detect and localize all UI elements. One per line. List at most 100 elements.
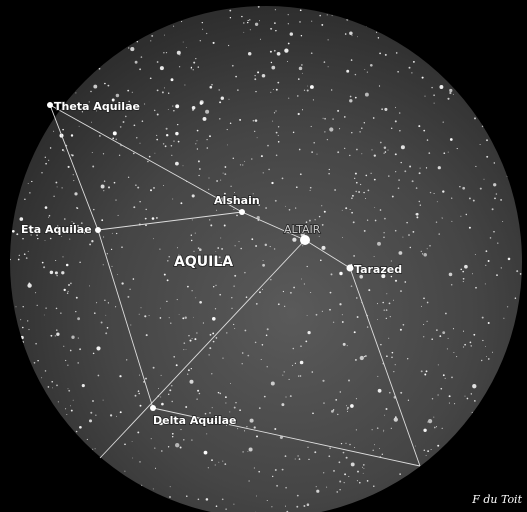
star: [374, 444, 375, 445]
star: [290, 292, 292, 294]
star: [391, 128, 392, 129]
star: [496, 193, 498, 195]
star: [422, 253, 423, 254]
star: [356, 398, 357, 399]
star: [48, 386, 50, 388]
star: [404, 281, 406, 283]
star: [186, 496, 187, 497]
star: [45, 163, 47, 165]
star: [228, 99, 229, 100]
star: [323, 118, 324, 119]
star: [208, 467, 209, 468]
star: [108, 302, 109, 303]
star: [44, 315, 45, 316]
star: [449, 395, 451, 397]
star: [126, 359, 127, 360]
star: [239, 119, 241, 121]
credit: F du Toit: [471, 493, 522, 506]
star: [215, 251, 216, 252]
star: [343, 452, 345, 454]
star: [383, 236, 385, 238]
star: [471, 345, 472, 346]
star: [20, 319, 21, 320]
star: [271, 62, 272, 63]
star: [426, 370, 428, 372]
star: [241, 16, 242, 17]
star: [348, 380, 350, 382]
star: [272, 476, 273, 477]
star: [288, 98, 289, 99]
star: [282, 375, 283, 376]
star: [363, 468, 364, 469]
star: [275, 30, 276, 31]
star: [456, 356, 457, 357]
star: [501, 267, 502, 268]
star: [482, 317, 484, 319]
star: [327, 139, 328, 140]
star: [237, 428, 238, 429]
star: [171, 145, 173, 147]
star: [356, 182, 358, 184]
star: [496, 274, 498, 276]
star: [120, 145, 121, 146]
star: [277, 52, 281, 56]
star: [309, 220, 311, 222]
star: [431, 449, 432, 450]
star: [324, 61, 326, 63]
star: [218, 462, 219, 463]
star: [234, 192, 235, 193]
star: [110, 414, 112, 416]
star: [255, 91, 256, 92]
star: [459, 186, 460, 187]
star: [464, 265, 468, 269]
star: [70, 350, 72, 352]
star: [45, 206, 48, 209]
star: [426, 455, 427, 456]
star: [260, 39, 261, 40]
star: [196, 332, 197, 333]
star: [359, 131, 360, 132]
star: [186, 47, 187, 48]
star: [408, 234, 410, 236]
star: [192, 106, 196, 110]
star: [346, 405, 347, 406]
star: [192, 338, 193, 339]
star: [485, 265, 486, 266]
star: [492, 352, 493, 353]
star: [240, 248, 242, 250]
star: [377, 303, 378, 304]
star: [490, 237, 492, 239]
star: [419, 201, 420, 202]
star: [449, 92, 451, 94]
star: [177, 247, 178, 248]
star: [351, 285, 353, 287]
star: [116, 233, 117, 234]
star: [232, 65, 234, 67]
star: [213, 341, 215, 343]
star: [101, 322, 103, 324]
star: [183, 439, 185, 441]
star: [163, 143, 164, 144]
star: [395, 107, 396, 108]
star: [77, 362, 79, 364]
star: [469, 227, 471, 229]
star: [274, 50, 276, 52]
star: [442, 190, 444, 192]
star: [298, 113, 300, 115]
star: [485, 283, 486, 284]
star: [154, 110, 156, 112]
star: [276, 485, 278, 487]
star: [271, 66, 275, 70]
star: [151, 35, 153, 37]
star: [222, 461, 223, 462]
star: [282, 469, 284, 471]
star: [330, 292, 332, 294]
star: [354, 447, 355, 448]
star: [301, 35, 302, 36]
star: [224, 463, 226, 465]
star: [355, 359, 357, 361]
star: [307, 331, 310, 334]
star: [447, 98, 449, 100]
star: [265, 244, 267, 246]
star: [93, 353, 95, 355]
